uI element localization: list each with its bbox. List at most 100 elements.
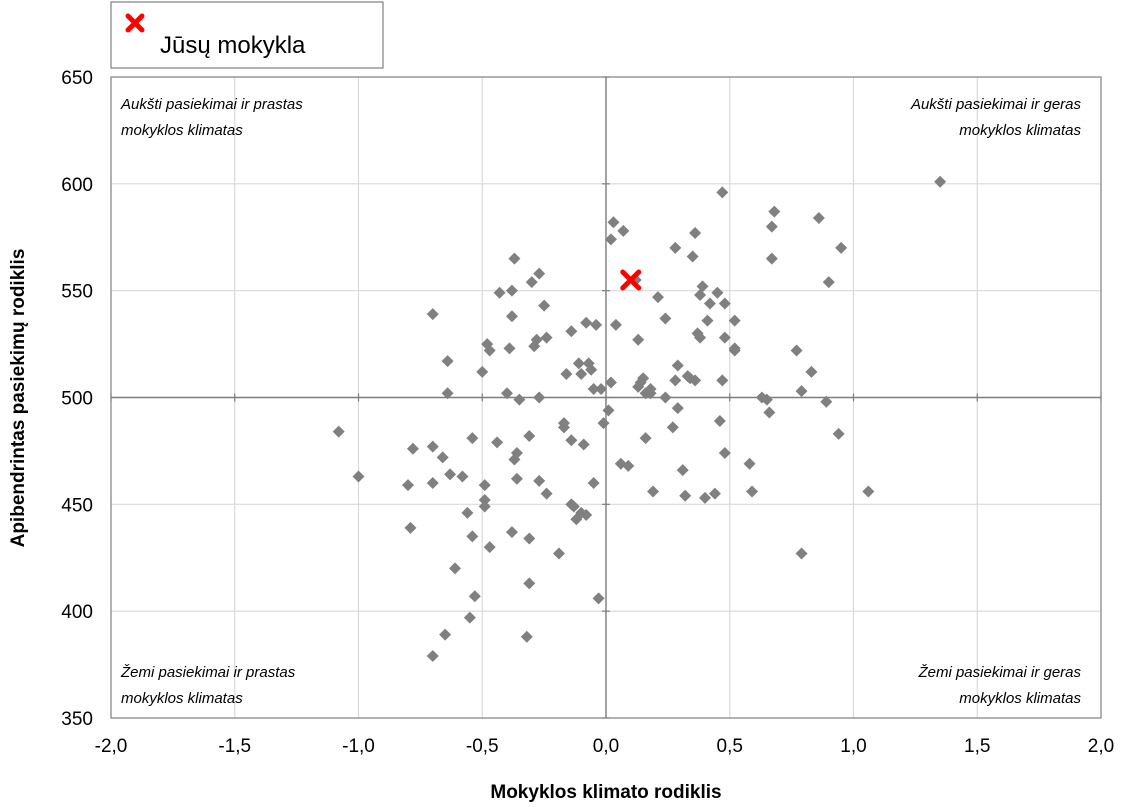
data-point	[604, 233, 617, 246]
data-point	[513, 393, 526, 406]
data-point	[426, 650, 439, 663]
data-point	[567, 500, 580, 513]
data-point	[832, 427, 845, 440]
data-point	[862, 485, 875, 498]
legend: Jūsų mokykla	[110, 1, 384, 69]
y-tick-label: 600	[61, 175, 93, 196]
data-point	[540, 331, 553, 344]
data-point	[718, 331, 731, 344]
data-point	[743, 457, 756, 470]
data-point	[765, 220, 778, 233]
data-point	[456, 470, 469, 483]
x-tick-label: -1,5	[218, 736, 251, 757]
data-point	[483, 541, 496, 554]
y-axis-title: Apibendrintas pasiekimų rodiklis	[8, 249, 29, 548]
data-point	[607, 216, 620, 229]
data-point	[533, 391, 546, 404]
data-point	[510, 472, 523, 485]
quadrant-label-top-right-line1: Aukšti pasiekimai ir geras	[910, 96, 1082, 113]
data-point	[505, 526, 518, 539]
data-point	[822, 276, 835, 289]
data-point	[617, 224, 630, 237]
quadrant-label-bottom-right-line2: mokyklos klimatas	[959, 690, 1081, 707]
quadrant-label-bottom-right-line1: Žemi pasiekimai ir geras	[917, 664, 1081, 681]
data-point	[768, 205, 781, 218]
data-point	[795, 385, 808, 398]
data-point	[577, 438, 590, 451]
reference-lines	[110, 76, 1102, 719]
data-point	[934, 175, 947, 188]
data-point	[332, 425, 345, 438]
data-point	[580, 509, 593, 522]
data-point	[585, 363, 598, 376]
highlight-point	[620, 269, 642, 291]
data-point	[352, 470, 365, 483]
data-point	[533, 474, 546, 487]
data-point	[746, 485, 759, 498]
data-point	[538, 299, 551, 312]
data-point	[523, 532, 536, 545]
x-tick-label: 1,5	[964, 736, 990, 757]
data-point	[463, 611, 476, 624]
data-point	[523, 429, 536, 442]
data-point	[449, 562, 462, 575]
data-point	[493, 286, 506, 299]
data-point	[436, 451, 449, 464]
data-point	[444, 468, 457, 481]
data-point	[439, 628, 452, 641]
data-point	[694, 288, 707, 301]
x-tick-labels: -2,0 -1,5 -1,0 -0,5 0,0 0,5 1,0 1,5 2,0	[95, 736, 1115, 757]
data-point	[703, 297, 716, 310]
data-point	[696, 280, 709, 293]
data-point	[609, 318, 622, 331]
x-tick-label: 1,0	[840, 736, 866, 757]
y-tick-label: 500	[61, 389, 93, 410]
data-point	[686, 250, 699, 263]
quadrant-label-bottom-left-line1: Žemi pasiekimai ir prastas	[120, 664, 296, 681]
y-tick-label: 350	[61, 709, 93, 730]
data-point	[461, 506, 474, 519]
data-point	[540, 487, 553, 500]
x-tick-label: 0,0	[593, 736, 619, 757]
y-tick-label: 450	[61, 495, 93, 516]
data-point	[505, 310, 518, 323]
data-point	[659, 391, 672, 404]
data-point	[669, 241, 682, 254]
data-point	[622, 459, 635, 472]
data-point	[587, 476, 600, 489]
quadrant-label-top-left-line1: Aukšti pasiekimai ir prastas	[120, 96, 303, 113]
data-point	[580, 316, 593, 329]
data-point	[666, 421, 679, 434]
data-point	[426, 440, 439, 453]
data-point	[699, 491, 711, 504]
quadrant-label-top-left-line2: mokyklos klimatas	[121, 122, 243, 139]
data-point	[402, 479, 414, 492]
data-point	[597, 417, 610, 430]
data-point	[790, 344, 803, 357]
data-point	[676, 464, 689, 477]
x-tick-label: 0,5	[717, 736, 743, 757]
data-point	[671, 402, 684, 415]
data-point	[552, 547, 565, 560]
data-point	[711, 286, 724, 299]
data-point	[694, 331, 707, 344]
data-point	[426, 476, 439, 489]
data-point	[468, 590, 481, 603]
data-point	[587, 382, 600, 395]
data-point	[533, 267, 546, 280]
data-point	[765, 252, 778, 265]
data-point	[503, 342, 516, 355]
data-point	[501, 387, 513, 400]
data-point	[557, 417, 570, 430]
y-tick-labels: 350 400 450 500 550 600 650	[61, 68, 93, 730]
data-point	[592, 592, 605, 605]
x-tick-label: -0,5	[466, 736, 499, 757]
data-point	[505, 284, 518, 297]
data-point	[644, 382, 657, 395]
data-point	[689, 374, 702, 387]
data-point	[708, 487, 721, 500]
data-point	[659, 312, 672, 325]
data-point	[689, 226, 702, 239]
data-point	[647, 485, 660, 498]
data-point	[763, 406, 776, 419]
